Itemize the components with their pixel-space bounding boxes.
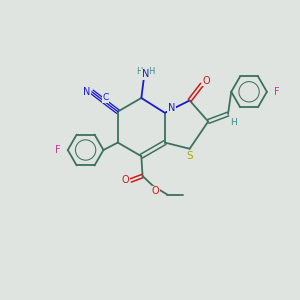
Text: F: F (55, 145, 60, 155)
Text: S: S (186, 151, 193, 161)
Text: N: N (168, 103, 176, 113)
Text: F: F (274, 87, 280, 97)
Text: N: N (142, 70, 149, 80)
Text: H: H (136, 67, 142, 76)
Text: H: H (230, 118, 237, 127)
Text: O: O (122, 176, 129, 185)
Text: O: O (152, 186, 159, 197)
Text: H: H (148, 67, 155, 76)
Text: N: N (83, 87, 91, 97)
Text: O: O (203, 76, 210, 85)
Text: C: C (102, 93, 109, 102)
